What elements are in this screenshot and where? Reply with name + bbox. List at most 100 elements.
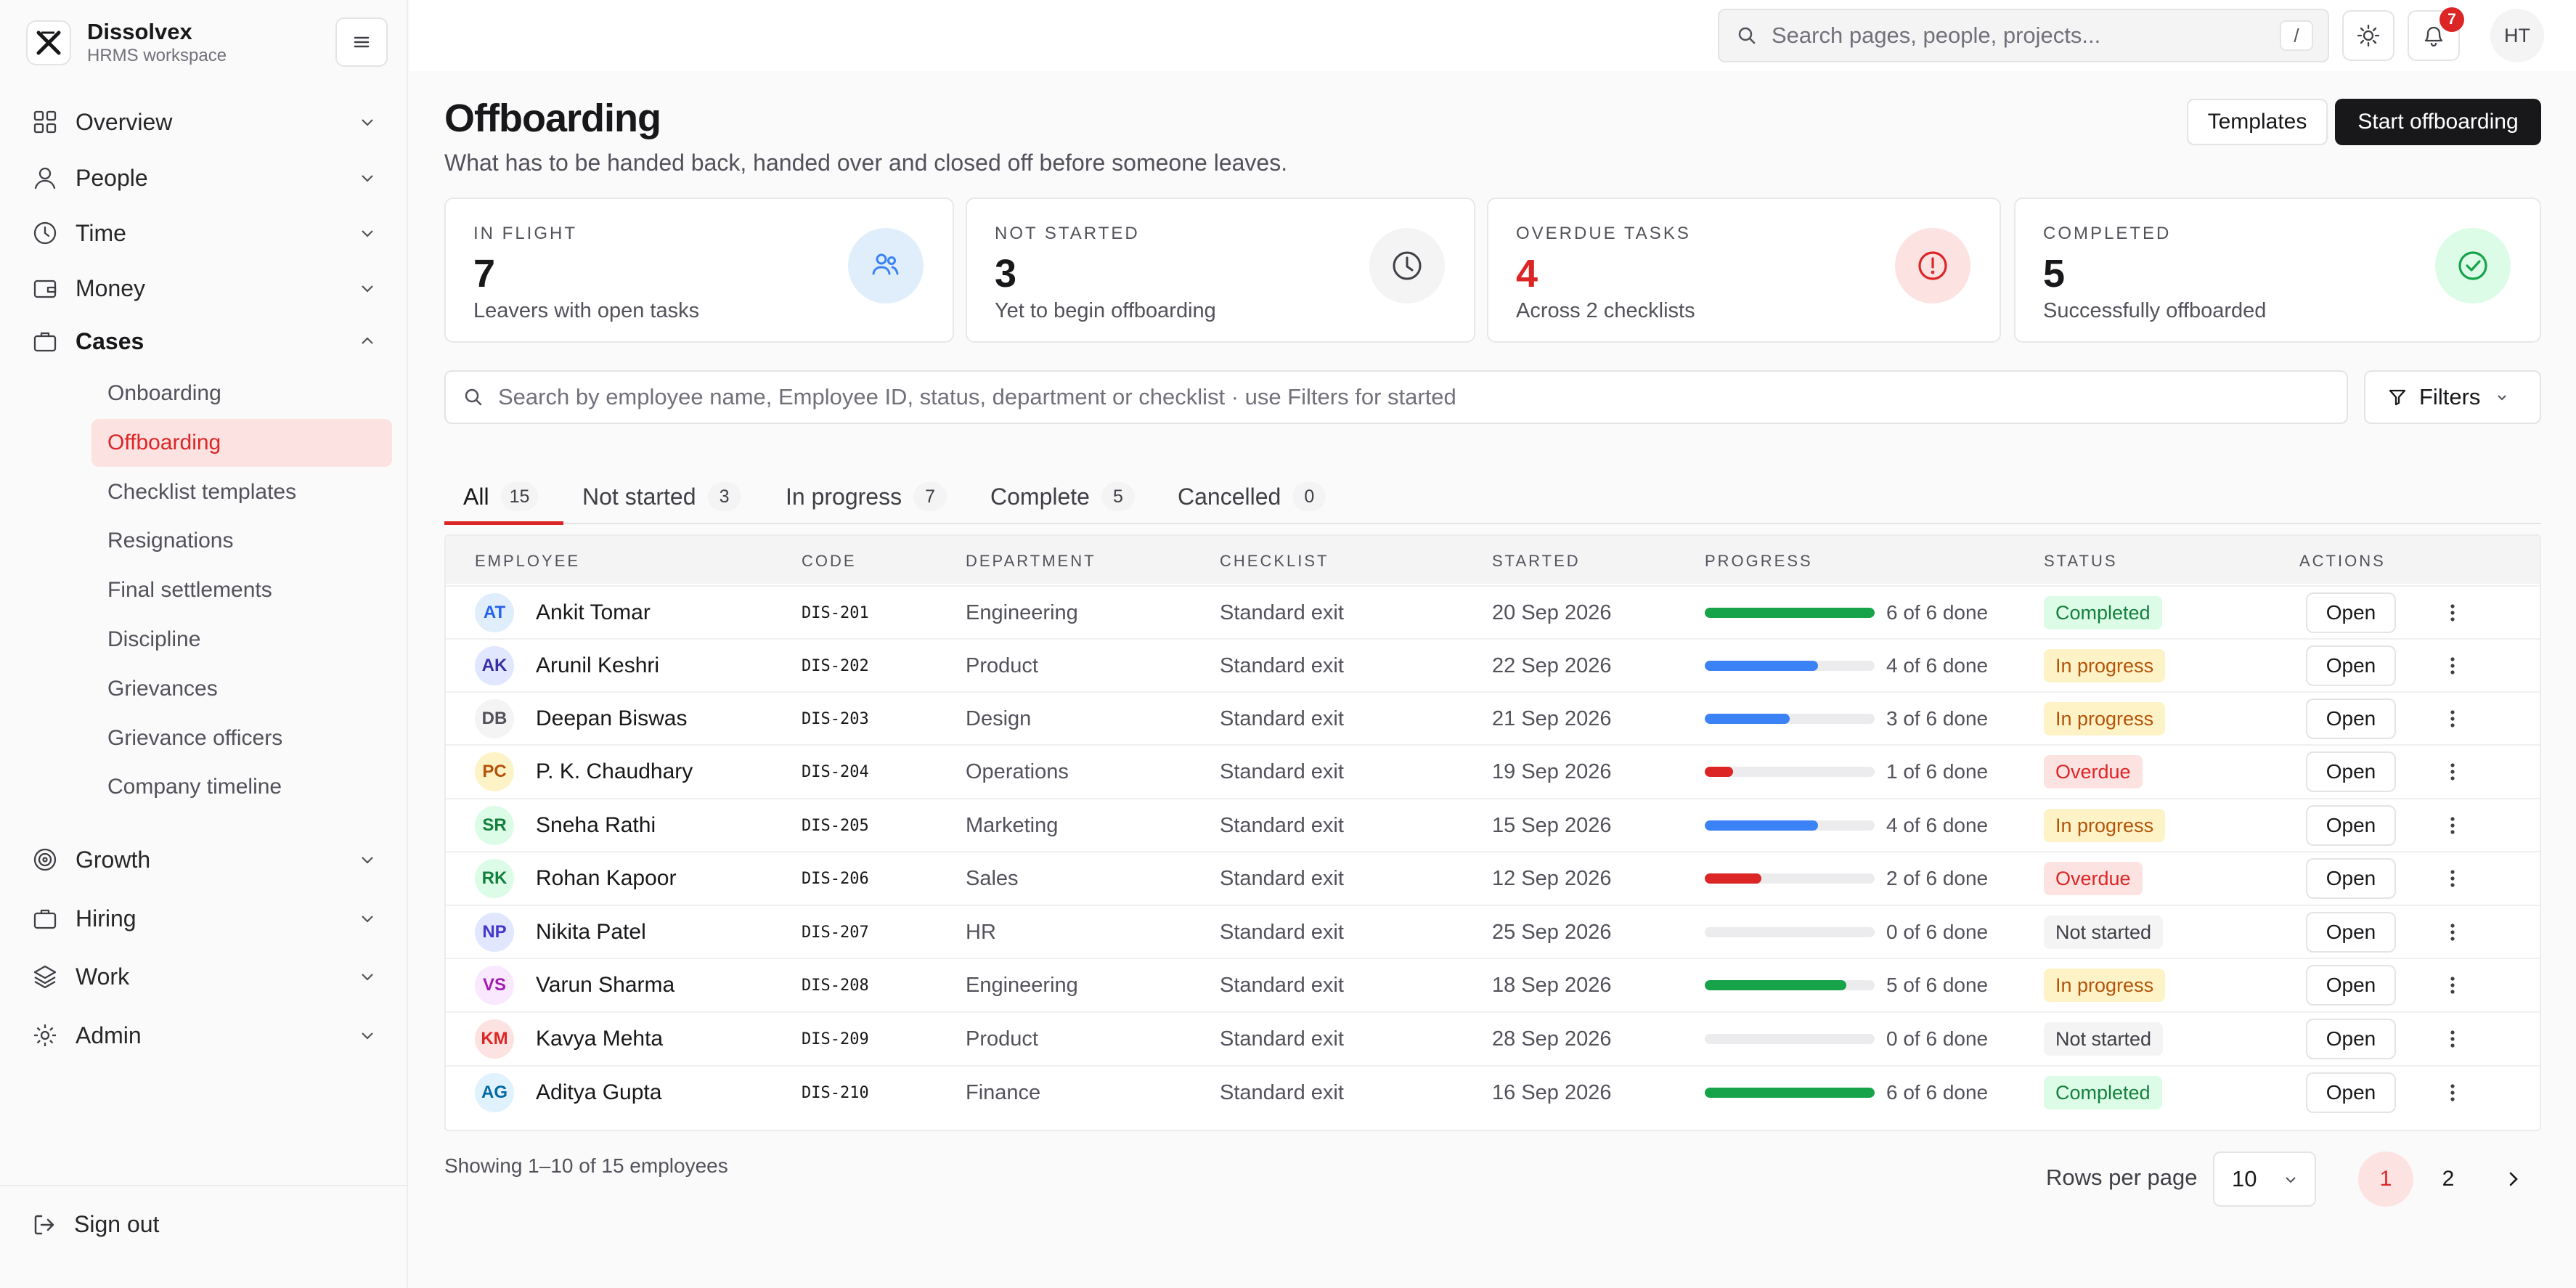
started-date: 18 Sep 2026 <box>1492 973 1612 997</box>
page-1-button[interactable]: 1 <box>2358 1152 2413 1207</box>
open-button[interactable]: Open <box>2306 1072 2396 1113</box>
nav-item-people[interactable]: People <box>26 155 392 201</box>
tab-not-started[interactable]: Not started 3 <box>582 469 741 524</box>
page-2-button[interactable]: 2 <box>2442 1167 2455 1191</box>
more-options-button[interactable] <box>2440 858 2466 899</box>
employee-name[interactable]: Sneha Rathi <box>536 813 656 837</box>
open-button[interactable]: Open <box>2306 751 2396 792</box>
nav-item-money[interactable]: Money <box>26 265 392 311</box>
user-avatar[interactable]: HT <box>2490 9 2544 62</box>
next-page-button[interactable] <box>2486 1152 2541 1207</box>
more-options-button[interactable] <box>2440 805 2466 846</box>
employee-name[interactable]: Arunil Keshri <box>536 653 660 677</box>
nav-item-work[interactable]: Work <box>26 953 392 1000</box>
more-options-button[interactable] <box>2440 1019 2466 1059</box>
more-options-button[interactable] <box>2440 698 2466 739</box>
table-row[interactable]: VS Varun Sharma DIS-208 Engineering Standard… <box>446 958 2540 1011</box>
table-row[interactable]: AG Aditya Gupta DIS-210 Finance Standard exi… <box>446 1065 2540 1119</box>
open-button[interactable]: Open <box>2306 1019 2396 1059</box>
notifications-button[interactable]: 7 <box>2408 7 2464 61</box>
nav-item-admin[interactable]: Admin <box>26 1012 392 1059</box>
employee-name[interactable]: Ankit Tomar <box>536 600 651 624</box>
progress-bar <box>1705 714 1875 724</box>
table-row[interactable]: NP Nikita Patel DIS-207 HR Standard exit 25 S… <box>446 905 2540 958</box>
brand-subtitle: HRMS workspace <box>87 46 227 65</box>
tab-in-progress[interactable]: In progress 7 <box>786 469 947 524</box>
table-row[interactable]: SR Sneha Rathi DIS-205 Marketing Standard ex… <box>446 798 2540 852</box>
sidebar-item-discipline[interactable]: Discipline <box>107 627 201 651</box>
page-subtitle: What has to be handed back, handed over … <box>444 150 1288 176</box>
kebab-menu-icon <box>2450 763 2455 780</box>
employee-name[interactable]: P. K. Chaudhary <box>536 759 693 783</box>
more-options-button[interactable] <box>2440 645 2466 686</box>
chevron-down-icon <box>362 916 373 923</box>
status-cell: In progress <box>2044 959 2166 1011</box>
sidebar-item-grievances[interactable]: Grievances <box>107 676 218 701</box>
status-badge: Overdue <box>2044 755 2143 788</box>
tab-all[interactable]: All 15 <box>463 469 539 524</box>
table-row[interactable]: KM Kavya Mehta DIS-209 Product Standard exit… <box>446 1011 2540 1065</box>
tab-label: All <box>463 483 489 510</box>
department: Design <box>966 706 1032 730</box>
start-offboarding-button[interactable]: Start offboarding <box>2335 99 2541 145</box>
open-button[interactable]: Open <box>2306 965 2396 1006</box>
progress-bar <box>1705 1088 1875 1098</box>
progress-cell: 3 of 6 done <box>1705 693 1988 745</box>
page-title: Offboarding <box>444 97 661 140</box>
sidebar-item-offboarding[interactable]: Offboarding <box>91 418 392 467</box>
sidebar-item-grievance-officers[interactable]: Grievance officers <box>107 725 283 750</box>
open-button[interactable]: Open <box>2306 858 2396 899</box>
employee-name[interactable]: Nikita Patel <box>536 920 646 944</box>
nav-item-time[interactable]: Time <box>26 210 392 256</box>
employee-name[interactable]: Varun Sharma <box>536 973 675 997</box>
table-row[interactable]: AT Ankit Tomar DIS-201 Engineering Standard … <box>446 585 2540 639</box>
table-row[interactable]: AK Arunil Keshri DIS-202 Product Standard ex… <box>446 638 2540 692</box>
nav-item-cases[interactable]: Cases <box>26 318 392 364</box>
global-search-input[interactable]: Search pages, people, projects... / <box>1718 9 2329 62</box>
department: Sales <box>966 866 1019 890</box>
sidebar-item-company-timeline[interactable]: Company timeline <box>107 775 282 799</box>
filters-button[interactable]: Filters <box>2364 370 2541 424</box>
brand[interactable]: Dissolvex HRMS workspace <box>26 19 227 67</box>
progress-text: 0 of 6 done <box>1886 921 1989 943</box>
open-button[interactable]: Open <box>2306 805 2396 846</box>
more-options-button[interactable] <box>2440 1072 2466 1113</box>
row-menu <box>2440 640 2466 692</box>
open-button[interactable]: Open <box>2306 592 2396 633</box>
employee-name[interactable]: Deepan Biswas <box>536 706 688 730</box>
theme-toggle-button[interactable] <box>2342 10 2394 61</box>
more-options-button[interactable] <box>2440 592 2466 633</box>
more-options-button[interactable] <box>2440 751 2466 792</box>
sidebar-collapse-button[interactable] <box>335 17 388 67</box>
sidebar-item-checklist-templates[interactable]: Checklist templates <box>107 479 297 504</box>
table-row[interactable]: PC P. K. Chaudhary DIS-204 Operations Standa… <box>446 744 2540 798</box>
sidebar-item-resignations[interactable]: Resignations <box>107 529 234 553</box>
sign-out-button[interactable]: Sign out <box>32 1211 159 1238</box>
employee-avatar: SR <box>475 806 514 845</box>
table-row[interactable]: RK Rohan Kapoor DIS-206 Sales Standard exit 1… <box>446 851 2540 905</box>
table-row[interactable]: DB Deepan Biswas DIS-203 Design Standard exi… <box>446 691 2540 745</box>
nav-item-growth[interactable]: Growth <box>26 836 392 883</box>
employee-avatar: RK <box>475 859 514 898</box>
open-button[interactable]: Open <box>2306 912 2396 953</box>
employee-search-input[interactable]: Search by employee name, Employee ID, st… <box>444 370 2348 424</box>
more-options-button[interactable] <box>2440 965 2466 1006</box>
employee-name[interactable]: Rohan Kapoor <box>536 866 677 890</box>
employee-name[interactable]: Aditya Gupta <box>536 1080 662 1104</box>
tab-complete[interactable]: Complete 5 <box>990 469 1135 524</box>
templates-button[interactable]: Templates <box>2187 99 2328 145</box>
sidebar-item-onboarding[interactable]: Onboarding <box>107 381 221 405</box>
open-button[interactable]: Open <box>2306 698 2396 739</box>
sidebar-item-final-settlements[interactable]: Final settlements <box>107 578 272 603</box>
nav-item-label: Time <box>76 219 126 246</box>
status-cell: In progress <box>2044 640 2166 692</box>
employee-code: DIS-201 <box>802 587 869 639</box>
tab-cancelled[interactable]: Cancelled 0 <box>1178 469 1326 524</box>
employee-name[interactable]: Kavya Mehta <box>536 1027 664 1051</box>
open-button[interactable]: Open <box>2306 645 2396 686</box>
nav-item-overview[interactable]: Overview <box>26 99 392 145</box>
code-text: DIS-202 <box>802 656 869 675</box>
nav-item-hiring[interactable]: Hiring <box>26 895 392 942</box>
rows-per-page-select[interactable]: 10 <box>2213 1152 2316 1207</box>
more-options-button[interactable] <box>2440 912 2466 953</box>
